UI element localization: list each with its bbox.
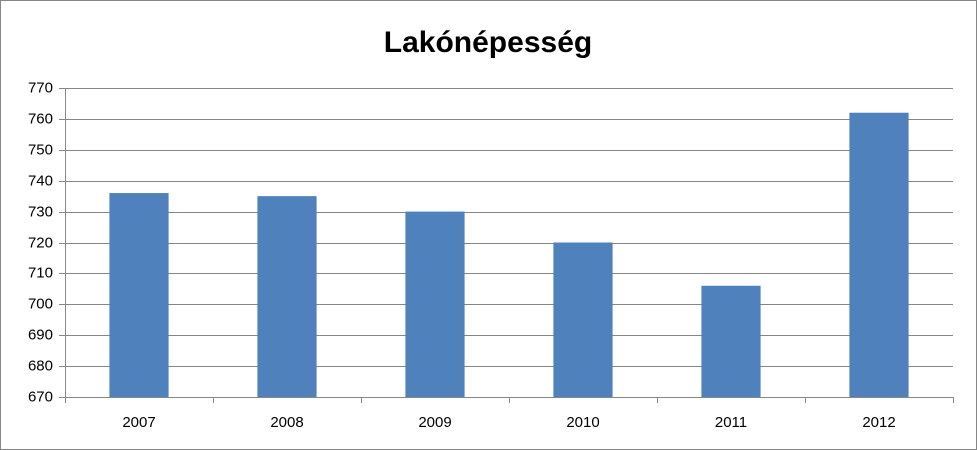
bar (849, 112, 909, 397)
y-tick-label: 720 (28, 234, 53, 251)
bar (701, 285, 761, 397)
x-tick-label: 2010 (566, 414, 599, 431)
y-tick-label: 740 (28, 172, 53, 189)
x-tick-label: 2007 (122, 414, 155, 431)
bar (109, 193, 169, 397)
y-tick-label: 750 (28, 141, 53, 158)
bar (257, 196, 317, 397)
x-tick-label: 2009 (418, 414, 451, 431)
y-tick-label: 710 (28, 264, 53, 281)
x-tick-label: 2008 (270, 414, 303, 431)
y-tick-label: 760 (28, 110, 53, 127)
chart-title: Lakónépesség (384, 26, 592, 59)
y-tick-label: 690 (28, 326, 53, 343)
y-tick-label: 670 (28, 388, 53, 405)
bar (405, 211, 465, 397)
y-tick-label: 730 (28, 203, 53, 220)
y-tick-label: 770 (28, 79, 53, 96)
y-tick-label: 700 (28, 295, 53, 312)
x-tick-label: 2011 (715, 414, 747, 431)
x-tick-label: 2012 (862, 414, 895, 431)
bar (553, 242, 613, 397)
y-tick-label: 680 (28, 357, 53, 374)
